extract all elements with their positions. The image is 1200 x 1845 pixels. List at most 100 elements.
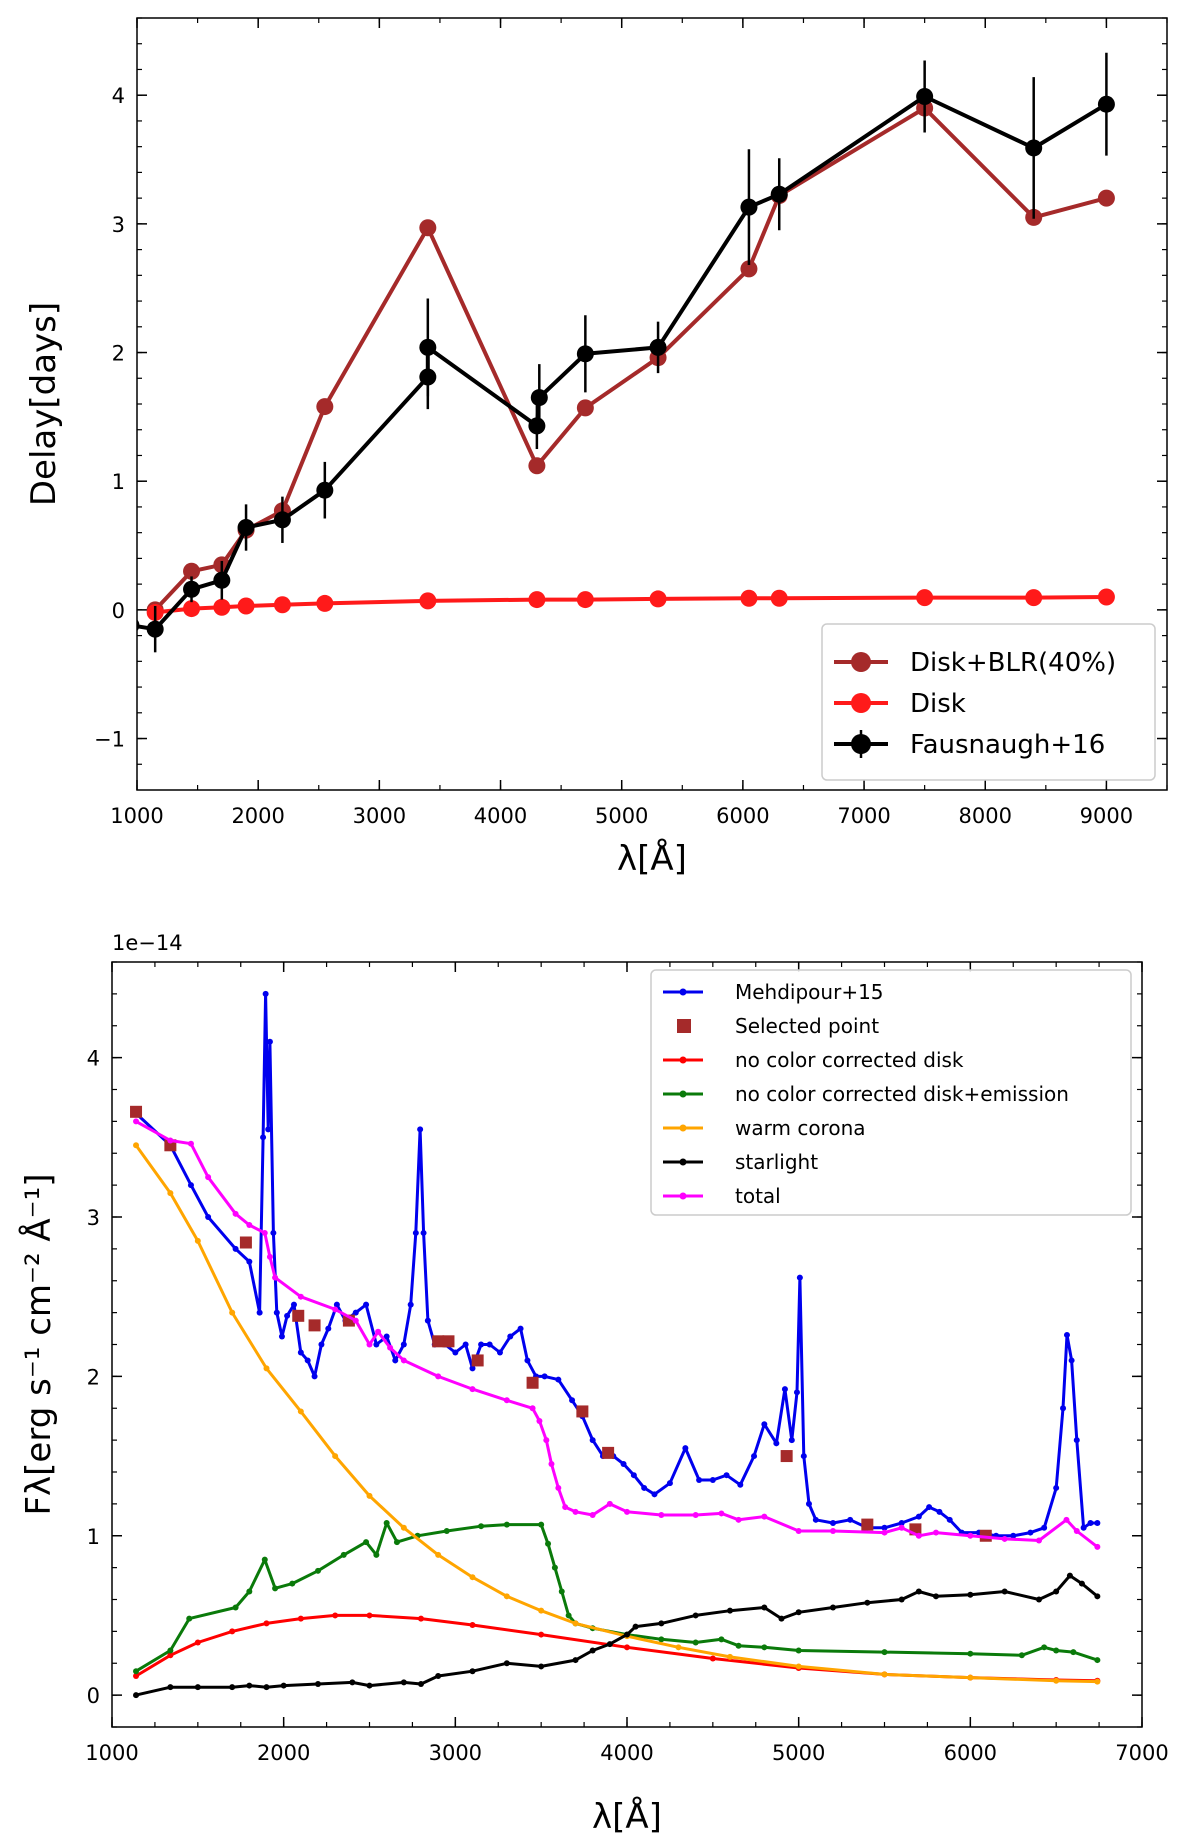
legend-marker xyxy=(679,1056,687,1064)
data-point xyxy=(1073,1437,1080,1444)
data-point xyxy=(435,1373,442,1380)
data-point xyxy=(624,1644,630,1651)
data-point xyxy=(1025,139,1043,157)
data-point xyxy=(1060,1405,1067,1412)
y-tick-label: −1 xyxy=(94,728,125,752)
data-point xyxy=(273,511,291,529)
data-point xyxy=(503,1397,510,1404)
data-point xyxy=(167,1684,174,1691)
data-point xyxy=(658,1512,665,1519)
data-point xyxy=(366,1492,373,1499)
data-point xyxy=(565,1612,572,1619)
legend-label: Disk+BLR(40%) xyxy=(910,648,1116,678)
data-point xyxy=(543,1437,550,1444)
delay-chart-panel: 1000 2000 3000 4000 5000 6000 7000 8000 9000 −1 0 1… xyxy=(24,17,1168,879)
data-point xyxy=(1097,189,1115,207)
data-point xyxy=(419,368,437,386)
plot-area xyxy=(130,990,1101,1699)
data-point xyxy=(649,338,667,356)
data-point xyxy=(1041,1644,1048,1651)
data-point xyxy=(239,1236,252,1249)
data-point xyxy=(773,1440,780,1447)
data-point xyxy=(417,1126,424,1133)
data-point xyxy=(393,1539,400,1546)
data-point xyxy=(280,1682,287,1689)
data-point xyxy=(289,1580,296,1587)
data-point xyxy=(589,1512,596,1519)
data-point xyxy=(407,1301,414,1308)
data-point xyxy=(795,1609,802,1616)
data-point xyxy=(363,1539,370,1546)
data-point xyxy=(967,1650,974,1657)
data-point xyxy=(555,1484,562,1491)
data-point xyxy=(183,600,201,618)
series-disk xyxy=(146,588,1115,621)
data-point xyxy=(373,1341,380,1348)
data-point xyxy=(770,589,788,607)
data-point xyxy=(812,1516,819,1523)
data-point xyxy=(541,1373,548,1380)
data-point xyxy=(529,1405,536,1412)
legend-label: Fausnaugh+16 xyxy=(910,730,1105,760)
data-point xyxy=(256,1309,263,1316)
data-point xyxy=(311,1373,318,1380)
data-point xyxy=(1094,1678,1101,1685)
data-point xyxy=(1010,1532,1017,1539)
data-point xyxy=(530,389,548,407)
data-point xyxy=(318,1341,325,1348)
legend-marker xyxy=(679,1090,687,1098)
data-point xyxy=(1041,1524,1048,1531)
data-point xyxy=(424,1317,431,1324)
data-point xyxy=(898,1520,905,1526)
data-point xyxy=(649,590,667,608)
data-point xyxy=(881,1529,888,1536)
data-point xyxy=(761,1604,768,1611)
data-point xyxy=(187,1182,194,1189)
data-point xyxy=(632,1623,639,1630)
data-point xyxy=(435,1551,442,1558)
x-tick-label: 2000 xyxy=(257,1741,310,1765)
data-point xyxy=(572,1620,579,1627)
data-point xyxy=(666,1480,673,1487)
x-axis-label: λ[Å] xyxy=(592,1796,662,1837)
y-tick-label: 1 xyxy=(112,470,125,494)
data-point xyxy=(237,519,255,537)
data-point xyxy=(864,1599,871,1606)
data-point xyxy=(551,1564,558,1571)
data-point xyxy=(507,1333,514,1340)
x-tick-label: 6000 xyxy=(716,804,769,828)
data-point xyxy=(332,1306,339,1313)
data-point xyxy=(606,1500,613,1507)
series-no-color-corrected-disk xyxy=(133,1612,1101,1684)
data-point xyxy=(266,1253,273,1260)
data-point xyxy=(589,1647,596,1654)
data-point xyxy=(589,1437,596,1444)
data-point xyxy=(443,1527,450,1534)
data-point xyxy=(340,1551,347,1558)
data-point xyxy=(1001,1535,1008,1542)
data-point xyxy=(1018,1652,1025,1659)
data-point xyxy=(186,1615,193,1622)
data-point xyxy=(1053,1484,1060,1491)
data-point xyxy=(263,1620,270,1627)
data-point xyxy=(478,1341,485,1348)
data-point xyxy=(1097,95,1115,113)
data-point xyxy=(795,1647,802,1654)
data-point xyxy=(496,1349,503,1356)
data-point xyxy=(262,990,269,997)
legend-marker xyxy=(851,652,871,672)
data-point xyxy=(260,1134,267,1141)
data-point xyxy=(469,1365,476,1372)
data-point xyxy=(278,1333,285,1340)
data-point xyxy=(830,1527,836,1534)
series-line xyxy=(135,1613,1098,1683)
data-point xyxy=(1053,1647,1060,1654)
data-point xyxy=(194,1684,201,1691)
series-disk-blr-40 xyxy=(146,99,1115,619)
data-point xyxy=(946,1516,953,1523)
data-point xyxy=(316,481,334,499)
data-point xyxy=(538,1521,545,1528)
data-point xyxy=(383,1333,390,1340)
x-tick-label: 4000 xyxy=(474,804,527,828)
series-line xyxy=(137,94,1108,632)
